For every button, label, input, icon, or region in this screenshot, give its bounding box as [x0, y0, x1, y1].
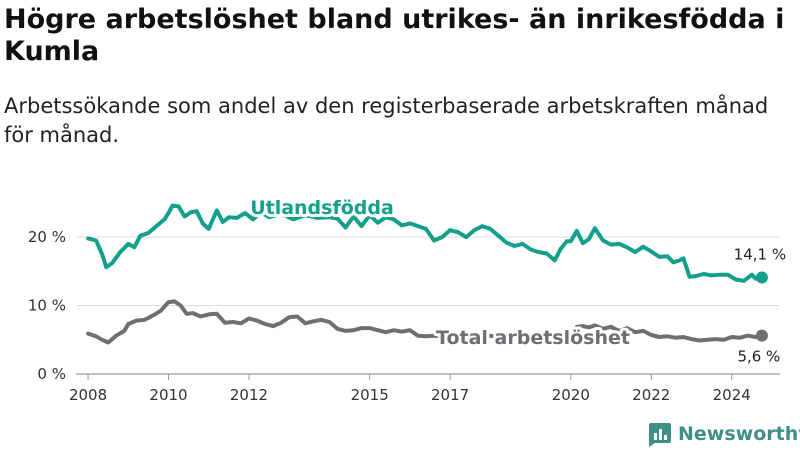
series-line-utlandsfodda — [86, 203, 764, 283]
x-tick-label: 2022 — [632, 386, 670, 404]
gridlines — [76, 236, 780, 375]
brand-name: Newsworthy — [678, 423, 800, 445]
x-tick-label: 2024 — [713, 386, 751, 404]
y-tick-label: 10 % — [28, 297, 66, 315]
series-label-utlandsfodda: Utlandsfödda — [250, 197, 394, 219]
series-end-marker — [755, 271, 768, 284]
end-value-utlandsfodda: 14,1 % — [734, 245, 786, 263]
series-lines — [86, 203, 768, 345]
chart-subtitle: Arbetssökande som andel av den registerb… — [4, 94, 769, 147]
series-end-marker — [755, 329, 768, 342]
x-tick-label: 2015 — [351, 386, 389, 404]
newsworthy-logo: Newsworthy — [646, 420, 800, 448]
y-axis-ticks: 0 % 10 % 20 % — [28, 228, 66, 383]
series-labels: Utlandsfödda Total arbetslöshet 14,1 % 5,6 … — [247, 194, 786, 366]
end-value-total: 5,6 % — [737, 348, 780, 366]
x-tick-label: 2020 — [552, 386, 590, 404]
x-tick-label: 2010 — [149, 386, 187, 404]
bar-chart-icon — [649, 423, 671, 447]
y-tick-label: 20 % — [28, 228, 66, 246]
series-label-total: Total arbetslöshet — [436, 327, 630, 349]
chart-title: Högre arbetslöshet bland utrikes- än inr… — [4, 4, 785, 67]
y-tick-label: 0 % — [37, 365, 66, 383]
x-tick-label: 2012 — [230, 386, 268, 404]
series-line-total — [86, 299, 764, 345]
x-axis-ticks: 2008 2010 2012 2015 2017 2020 2022 2024 — [69, 374, 751, 404]
x-tick-label: 2008 — [69, 386, 107, 404]
x-tick-label: 2017 — [431, 386, 469, 404]
